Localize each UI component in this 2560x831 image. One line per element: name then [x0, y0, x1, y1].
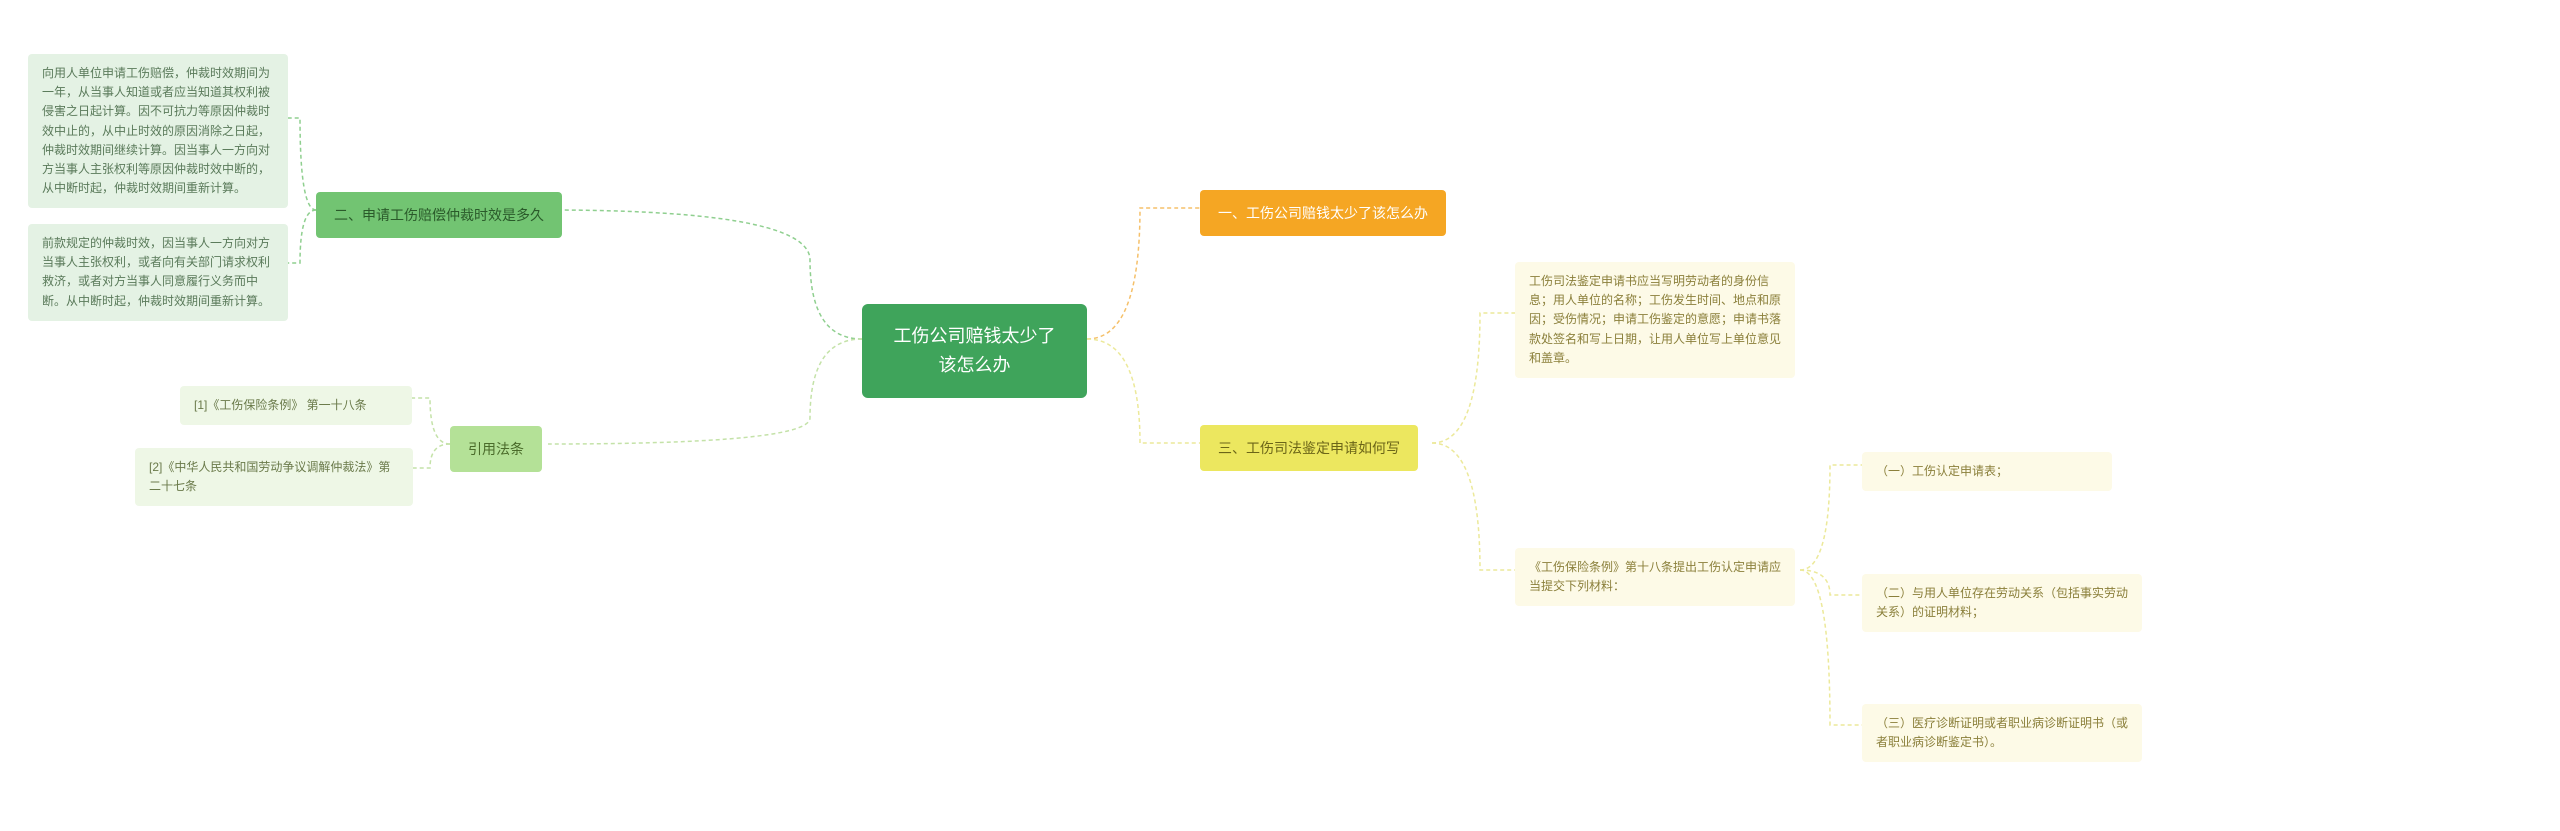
leaf-material-3: （三）医疗诊断证明或者职业病诊断证明书（或者职业病诊断鉴定书）。 [1862, 704, 2142, 762]
right-branch-what-to-do: 一、工伤公司赔钱太少了该怎么办 [1200, 190, 1446, 236]
right-branch-appraisal: 三、工伤司法鉴定申请如何写 [1200, 425, 1418, 471]
left-branch-citations: 引用法条 [450, 426, 542, 472]
leaf-citation-2: [2]《中华人民共和国劳动争议调解仲裁法》第二十七条 [135, 448, 413, 506]
leaf-appraisal-content: 工伤司法鉴定申请书应当写明劳动者的身份信息；用人单位的名称；工伤发生时间、地点和… [1515, 262, 1795, 378]
leaf-material-1: （一）工伤认定申请表； [1862, 452, 2112, 491]
leaf-arbitration-2: 前款规定的仲裁时效，因当事人一方向对方当事人主张权利，或者向有关部门请求权利救济… [28, 224, 288, 321]
leaf-citation-1: [1]《工伤保险条例》 第一十八条 [180, 386, 412, 425]
leaf-arbitration-1: 向用人单位申请工伤赔偿，仲裁时效期间为一年，从当事人知道或者应当知道其权利被侵害… [28, 54, 288, 208]
leaf-materials-intro: 《工伤保险条例》第十八条提出工伤认定申请应当提交下列材料： [1515, 548, 1795, 606]
left-branch-arbitration: 二、申请工伤赔偿仲裁时效是多久 [316, 192, 562, 238]
leaf-material-2: （二）与用人单位存在劳动关系（包括事实劳动关系）的证明材料； [1862, 574, 2142, 632]
center-node: 工伤公司赔钱太少了该怎么办 [862, 304, 1087, 398]
